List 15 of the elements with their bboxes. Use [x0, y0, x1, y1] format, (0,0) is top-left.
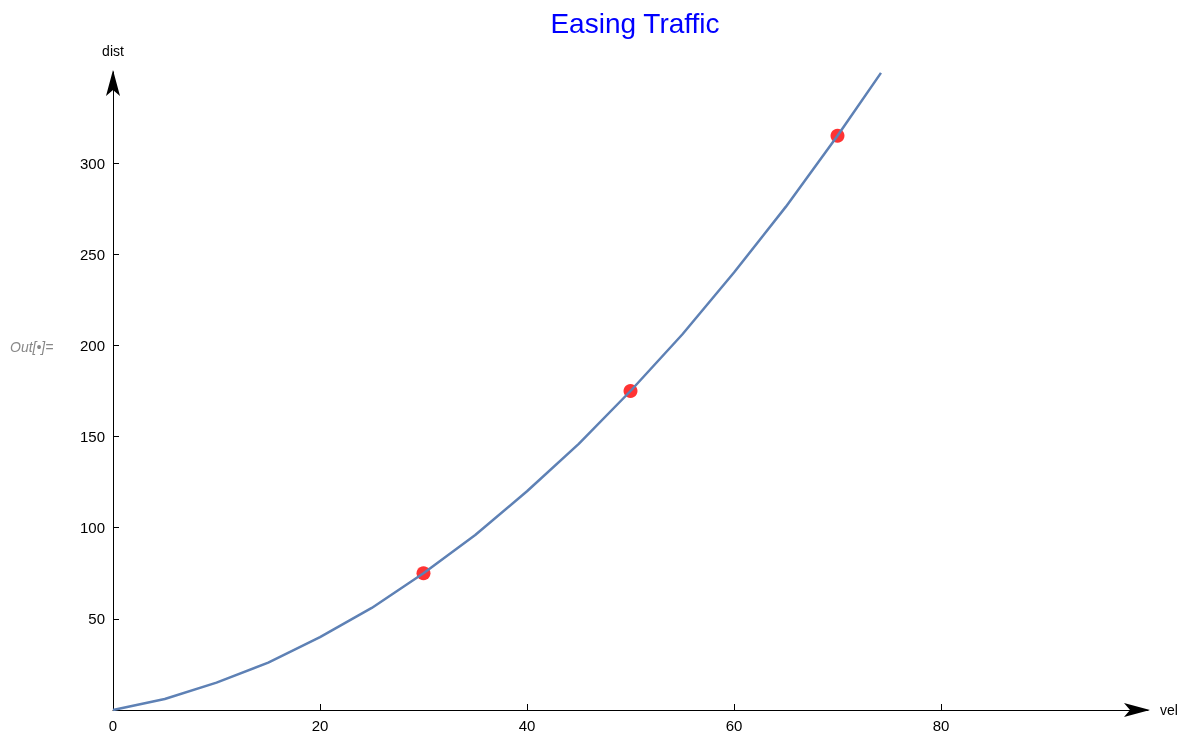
- y-tick-label: 150: [79, 428, 105, 446]
- chart-title: Easing Traffic: [550, 7, 720, 39]
- text: Out[•]=: [10, 339, 54, 355]
- x-tick-label: 40: [518, 717, 536, 734]
- x-axis-title: vel: [1160, 702, 1178, 718]
- y-axis-title: dist: [102, 43, 124, 59]
- x-tick-label: 80: [932, 717, 950, 734]
- y-tick-label: 300: [79, 154, 105, 172]
- y-tick-label: 250: [79, 245, 105, 263]
- y-tick-label: 50: [88, 610, 105, 628]
- y-tick-label: 200: [79, 336, 105, 354]
- x-tick-label: 60: [725, 717, 743, 734]
- y-tick-label: 100: [79, 519, 105, 537]
- x-tick-label: 0: [108, 717, 118, 734]
- x-tick-label: 20: [311, 717, 329, 734]
